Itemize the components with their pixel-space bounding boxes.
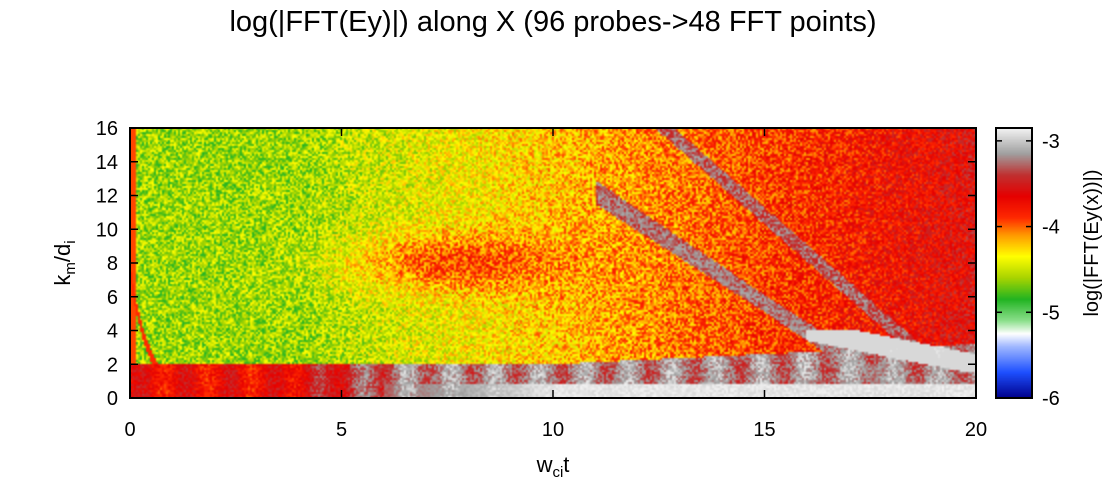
y-tick-label: 6 <box>107 287 118 309</box>
y-tick-label: 0 <box>107 388 118 410</box>
x-tick-label: 0 <box>124 419 135 441</box>
chart-title: log(|FFT(Ey)|) along X (96 probes->48 FF… <box>229 6 877 38</box>
heatmap-image <box>130 128 976 398</box>
y-tick-label: 10 <box>96 219 118 241</box>
x-tick-label: 20 <box>965 419 987 441</box>
colorbar-tick-label: -4 <box>1042 217 1060 239</box>
y-tick-label: 16 <box>96 118 118 140</box>
x-axis-ticks: 0 5 10 15 20 <box>124 128 987 441</box>
colorbar-tick-label: -3 <box>1042 131 1060 153</box>
y-tick-label: 4 <box>107 321 118 343</box>
x-tick-label: 15 <box>753 419 775 441</box>
y-tick-label: 12 <box>96 186 118 208</box>
y-axis-ticks: 0 2 4 6 8 10 12 14 16 <box>96 118 976 410</box>
y-tick-label: 8 <box>107 253 118 275</box>
colorbar-ticks: -6 -5 -4 -3 <box>996 131 1060 410</box>
x-tick-label: 10 <box>542 419 564 441</box>
colorbar-tick-label: -6 <box>1042 388 1060 410</box>
y-axis-label: km/di <box>50 240 79 285</box>
x-tick-label: 5 <box>336 419 347 441</box>
colorbar <box>996 128 1032 398</box>
y-tick-label: 2 <box>107 354 118 376</box>
colorbar-frame <box>995 127 1033 399</box>
colorbar-label: log(|FFT(Ey(x))|) <box>1081 169 1103 316</box>
y-tick-label: 14 <box>96 152 118 174</box>
x-axis-label: wcit <box>536 452 570 481</box>
colorbar-tick-label: -5 <box>1042 302 1060 324</box>
